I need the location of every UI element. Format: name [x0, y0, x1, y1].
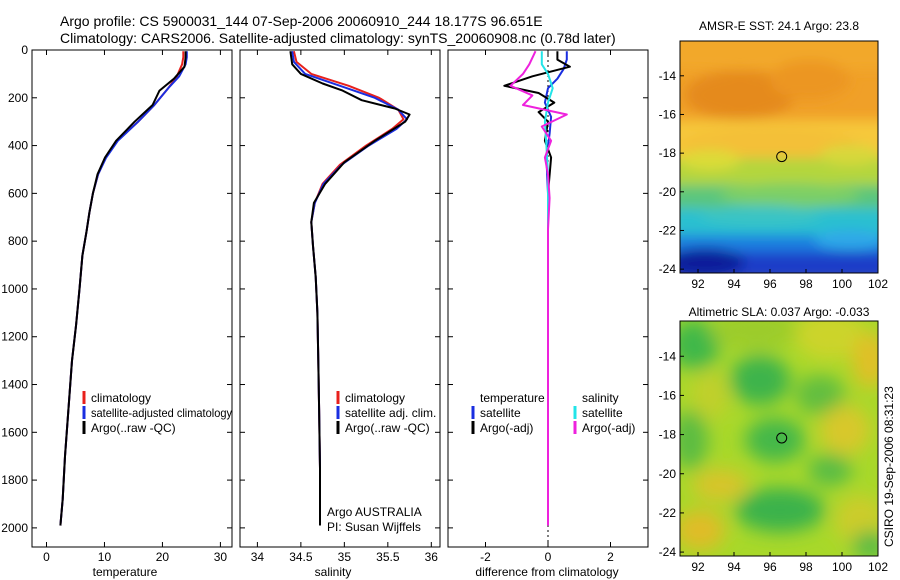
- temperature-axes-frame: [31, 49, 233, 548]
- map-y-tick-label: -24: [659, 545, 677, 559]
- map-y-tick-label: -18: [659, 428, 677, 442]
- y-tick-label: 200: [8, 91, 28, 105]
- map-y-tick-label: -22: [659, 506, 677, 520]
- map-y-tick-label: -18: [659, 146, 677, 160]
- map-y-tick-label: -20: [659, 467, 677, 481]
- map-x-tick-label: 100: [832, 560, 852, 574]
- x-tick-label: 20: [156, 550, 170, 564]
- legend-entry-sal-argo: Argo(-adj): [582, 421, 635, 435]
- map-y-tick-label: -20: [659, 185, 677, 199]
- y-tick-label: 1000: [1, 282, 28, 296]
- salinity-xlabel: salinity: [315, 565, 352, 579]
- x-tick-label: 10: [98, 550, 112, 564]
- temperature-panel: 0 10 20 30 0 200 400 600 800 1000 1200 1400 1600 1800…: [1, 43, 233, 579]
- map-y-tick-label: -16: [659, 388, 677, 402]
- legend-entry-satellite-adj: satellite adj. clim.: [345, 406, 436, 420]
- temperature-xlabel: temperature: [93, 565, 158, 579]
- y-tick-label: 600: [8, 186, 28, 200]
- series-line-salinity-2: [289, 51, 411, 526]
- salinity-axes-frame: [239, 49, 441, 548]
- figure-title-line2: Climatology: CARS2006. Satellite-adjuste…: [60, 30, 616, 46]
- sla-map-title: Altimetric SLA: 0.037 Argo: -0.033: [689, 305, 870, 319]
- x-tick-label: 35.5: [376, 550, 400, 564]
- temperature-legend: climatology satellite-adjusted climatolo…: [82, 391, 232, 435]
- map-y-tick-label: -16: [659, 107, 677, 121]
- legend-heading-salinity: salinity: [582, 391, 619, 405]
- difference-panel: -2 0 2 difference from climatology tempera…: [447, 49, 649, 579]
- salinity-legend: climatology satellite adj. clim. Argo(..…: [336, 391, 436, 435]
- map-y-tick-label: -22: [659, 223, 677, 237]
- sst-map: AMSR-E SST: 24.1 Argo: 23.8: [659, 19, 889, 291]
- sst-map-frame: [679, 40, 879, 274]
- series-line-salinity-1: [291, 51, 408, 526]
- x-tick-label: 34.5: [289, 550, 313, 564]
- sla-map: Altimetric SLA: 0.037 Argo: -0.033: [659, 305, 889, 574]
- map-x-tick-label: 94: [727, 560, 741, 574]
- salinity-panel: 34 34.5 35 35.5 36 salinity climatology sate…: [239, 49, 441, 579]
- sla-field: [680, 321, 878, 556]
- x-tick-label: 36: [425, 550, 439, 564]
- map-x-tick-label: 92: [691, 277, 705, 291]
- sst-argo-float-marker: [776, 151, 788, 163]
- y-tick-label: 400: [8, 139, 28, 153]
- map-x-tick-label: 100: [832, 277, 852, 291]
- csiro-timestamp: CSIRO 19-Sep-2006 08:31:23: [882, 386, 896, 547]
- series-line-difference-1: [503, 51, 571, 526]
- sla-map-frame: [679, 320, 879, 557]
- x-tick-label: 35: [338, 550, 352, 564]
- series-line-temperature-2: [59, 51, 187, 526]
- legend-entry-argo-raw: Argo(..raw -QC): [345, 421, 430, 435]
- legend-entry-temp-satellite: satellite: [480, 406, 521, 420]
- map-x-tick-label: 92: [691, 560, 705, 574]
- y-tick-label: 1400: [1, 378, 28, 392]
- y-tick-label: 2000: [1, 521, 28, 535]
- sst-field: [680, 41, 878, 273]
- y-tick-label: 1800: [1, 473, 28, 487]
- legend-entry-satellite-adjusted: satellite-adjusted climatology: [91, 406, 232, 420]
- map-x-tick-label: 98: [799, 277, 813, 291]
- x-tick-label: -2: [480, 550, 491, 564]
- y-tick-label: 800: [8, 234, 28, 248]
- x-tick-label: 0: [43, 550, 50, 564]
- x-tick-label: 0: [545, 550, 552, 564]
- map-x-tick-label: 98: [799, 560, 813, 574]
- legend-heading-temperature: temperature: [480, 391, 545, 405]
- legend-entry-climatology: climatology: [91, 391, 151, 405]
- x-tick-label: 30: [214, 550, 228, 564]
- map-y-tick-label: -14: [659, 69, 677, 83]
- sla-argo-float-marker: [776, 432, 788, 444]
- map-x-tick-label: 96: [763, 277, 777, 291]
- series-line-difference-3: [509, 50, 568, 526]
- legend-entry-argo-raw: Argo(..raw -QC): [91, 421, 176, 435]
- map-y-tick-label: -14: [659, 349, 677, 363]
- difference-legend: temperature satellite Argo(-adj) salinit…: [471, 391, 635, 435]
- x-tick-label: 2: [607, 550, 614, 564]
- map-x-tick-label: 102: [868, 277, 888, 291]
- y-tick-label: 1600: [1, 425, 28, 439]
- sst-map-title: AMSR-E SST: 24.1 Argo: 23.8: [699, 19, 859, 33]
- x-tick-label: 34: [251, 550, 265, 564]
- map-x-tick-label: 102: [868, 560, 888, 574]
- difference-xlabel: difference from climatology: [475, 565, 618, 579]
- map-x-tick-label: 96: [763, 560, 777, 574]
- pi-name-label: PI: Susan Wijffels: [327, 520, 421, 534]
- argo-australia-label: Argo AUSTRALIA: [327, 505, 422, 519]
- y-tick-label: 0: [21, 43, 28, 57]
- series-line-salinity-0: [292, 50, 405, 526]
- legend-entry-temp-argo: Argo(-adj): [480, 421, 533, 435]
- figure-title-line1: Argo profile: CS 5900031_144 07-Sep-2006…: [60, 13, 543, 29]
- y-tick-label: 1200: [1, 330, 28, 344]
- legend-entry-climatology: climatology: [345, 391, 405, 405]
- legend-entry-sal-satellite: satellite: [582, 406, 623, 420]
- map-x-tick-label: 94: [727, 277, 741, 291]
- map-y-tick-label: -24: [659, 262, 677, 276]
